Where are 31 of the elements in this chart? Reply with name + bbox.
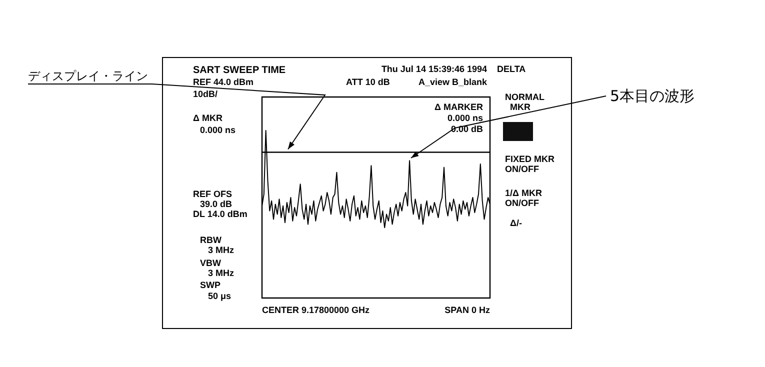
text: RBW (200, 235, 222, 245)
text: 5本目の波形 (610, 87, 695, 105)
text: 0.000 ns (447, 113, 483, 123)
text: 0.000 ns (200, 125, 236, 135)
text: REF 44.0 dBm (193, 77, 254, 87)
chart-title: SART SWEEP TIME (193, 65, 286, 76)
text: Δ/- (510, 218, 522, 228)
text: SWP (200, 280, 221, 290)
text: Thu Jul 14 15:39:46 1994 (381, 64, 487, 74)
text: MKR (510, 102, 531, 112)
text: REF OFS (193, 189, 232, 199)
text: 50 μs (208, 291, 232, 301)
text: Δ MARKER (434, 102, 484, 112)
text: DL 14.0 dBm (193, 209, 248, 219)
text: DELTA (497, 64, 526, 74)
ref-line-label: ディスプレイ・ライン (28, 69, 148, 83)
text: SPAN 0 Hz (444, 305, 490, 315)
text: CENTER 9.17800000 GHz (262, 305, 370, 315)
text: ATT 10 dB (346, 77, 390, 87)
text: 1/Δ MKR (505, 188, 542, 198)
text: 3 MHz (208, 268, 234, 278)
text: FIXED MKR (505, 154, 555, 164)
text: NORMAL (505, 92, 545, 102)
text: A_view B_blank (418, 77, 488, 87)
text: VBW (200, 258, 222, 268)
text: Δ MKR (193, 113, 223, 123)
text: ON/OFF (505, 164, 540, 174)
text: ON/OFF (505, 198, 540, 208)
text: 3 MHz (208, 245, 234, 255)
text: 39.0 dB (200, 199, 233, 209)
text: 10dB/ (193, 89, 218, 99)
